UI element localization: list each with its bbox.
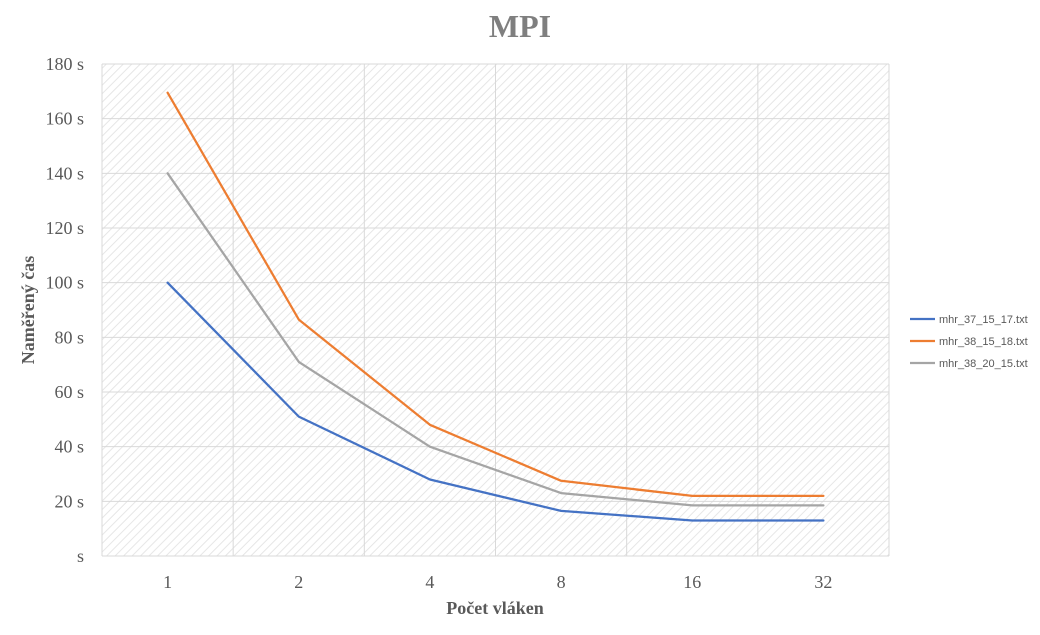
legend-label: mhr_38_20_15.txt [939,358,1028,370]
y-tick-label: 40 s [54,437,84,457]
series-line-3 [166,172,825,507]
x-tick-label: 1 [163,572,172,592]
y-tick-label: 160 s [45,109,84,129]
y-tick-label: 80 s [54,327,84,347]
y-tick-label: 100 s [45,273,84,293]
x-tick-label: 8 [557,572,566,592]
x-tick-label: 16 [683,572,701,592]
series-line-1 [166,281,825,522]
y-tick-label: 120 s [45,218,84,238]
x-tick-label: 32 [814,572,832,592]
y-axis-tick-labels: s 20 s 40 s 60 s 80 s 100 s 120 s 140 s 160 s 180… [45,54,84,566]
y-axis-title: Naměřený čas [18,256,38,364]
y-tick-label: s [77,546,84,566]
legend: mhr_37_15_17.txt mhr_38_15_18.txt mhr_38_2… [910,314,1028,370]
series-lines [166,91,825,522]
x-tick-label: 4 [425,572,434,592]
legend-label: mhr_37_15_17.txt [939,314,1028,326]
x-axis-title: Počet vláken [446,598,543,618]
x-tick-label: 2 [294,572,303,592]
chart-title: MPI [489,8,551,44]
x-axis-tick-labels: 1 2 4 8 16 32 [163,572,832,592]
y-tick-label: 140 s [45,163,84,183]
vertical-gridlines [101,64,890,556]
y-tick-label: 20 s [54,491,84,511]
series-line-2 [166,91,825,498]
y-tick-label: 180 s [45,54,84,74]
y-tick-label: 60 s [54,382,84,402]
legend-label: mhr_38_15_18.txt [939,336,1028,348]
